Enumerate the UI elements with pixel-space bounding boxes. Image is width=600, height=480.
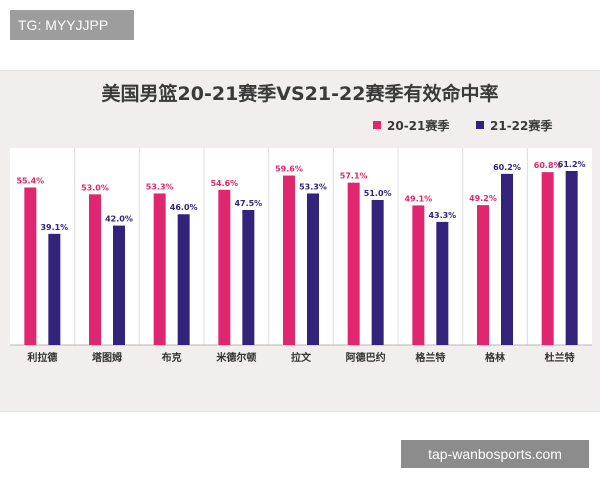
category-column-bg [204, 148, 269, 345]
data-label-series-1: 49.1% [404, 194, 432, 203]
x-tick-label: 阿德巴约 [346, 351, 386, 364]
data-label-series-1: 53.3% [146, 182, 174, 191]
bar-series-1 [24, 187, 37, 345]
category-column-bg [268, 148, 334, 345]
bar-series-2 [242, 209, 255, 345]
bar-series-1 [89, 194, 101, 345]
bar-series-1 [153, 193, 166, 345]
category-column-bg [333, 148, 398, 345]
x-tick-label: 塔图姆 [92, 351, 122, 364]
bar-series-1 [218, 189, 231, 345]
bar-series-2 [501, 173, 513, 345]
data-label-series-1: 53.0% [81, 183, 109, 192]
legend-label-series-1: 20-21赛季 [387, 118, 450, 133]
bar-series-2 [113, 225, 125, 345]
legend-item-series-2: 21-22赛季 [476, 117, 552, 133]
x-tick-label: 布克 [162, 351, 182, 364]
overlay-tag: TG: MYYJJPP [10, 10, 134, 40]
legend-label-series-2: 21-22赛季 [490, 118, 553, 133]
category-column-bg [139, 148, 204, 345]
data-label-series-1: 59.6% [275, 165, 303, 174]
data-label-series-2: 43.3% [428, 211, 456, 220]
data-label-series-2: 39.1% [40, 223, 68, 232]
x-tick-label: 米德尔顿 [216, 351, 256, 364]
bar-series-2 [177, 214, 190, 345]
bar-series-2 [565, 171, 578, 345]
data-label-series-1: 54.6% [210, 179, 238, 188]
x-tick-label: 利拉德 [27, 351, 57, 364]
category-column-bg [74, 148, 140, 345]
watermark-label: tap-wanbosports.com [401, 440, 589, 468]
data-label-series-1: 49.2% [469, 194, 497, 203]
x-tick-label: 格林 [485, 351, 506, 364]
bar-series-1 [477, 205, 489, 345]
bar-series-1 [412, 205, 425, 345]
data-label-series-2: 47.5% [234, 199, 262, 208]
legend-swatch-series-2 [476, 121, 484, 129]
bar-series-1 [347, 182, 360, 345]
bar-series-2 [307, 193, 319, 345]
data-label-series-2: 53.3% [299, 182, 327, 191]
legend-swatch-series-1 [373, 121, 381, 129]
data-label-series-2: 51.0% [364, 189, 392, 198]
x-tick-label: 拉文 [291, 351, 312, 364]
bar-series-2 [371, 200, 384, 345]
bar-series-2 [436, 221, 449, 345]
category-column-bg [10, 148, 75, 345]
legend-item-series-1: 20-21赛季 [373, 117, 449, 133]
category-column-bg [527, 148, 592, 345]
data-label-series-2: 60.2% [493, 163, 521, 172]
category-column-bg [398, 148, 463, 345]
data-label-series-1: 55.4% [16, 176, 44, 185]
data-label-series-2: 46.0% [170, 203, 198, 212]
data-label-series-1: 60.8% [534, 161, 562, 170]
bar-series-2 [48, 233, 61, 345]
data-label-series-1: 57.1% [340, 172, 368, 181]
data-label-series-2: 42.0% [105, 215, 133, 224]
bar-series-1 [541, 172, 554, 345]
x-tick-label: 格兰特 [415, 351, 445, 364]
bar-series-1 [283, 175, 295, 345]
x-tick-label: 杜兰特 [545, 351, 575, 364]
chart-title: 美国男篮20-21赛季VS21-22赛季有效命中率 [101, 83, 499, 105]
category-column-bg [462, 148, 528, 345]
data-label-series-2: 61.2% [558, 160, 586, 169]
